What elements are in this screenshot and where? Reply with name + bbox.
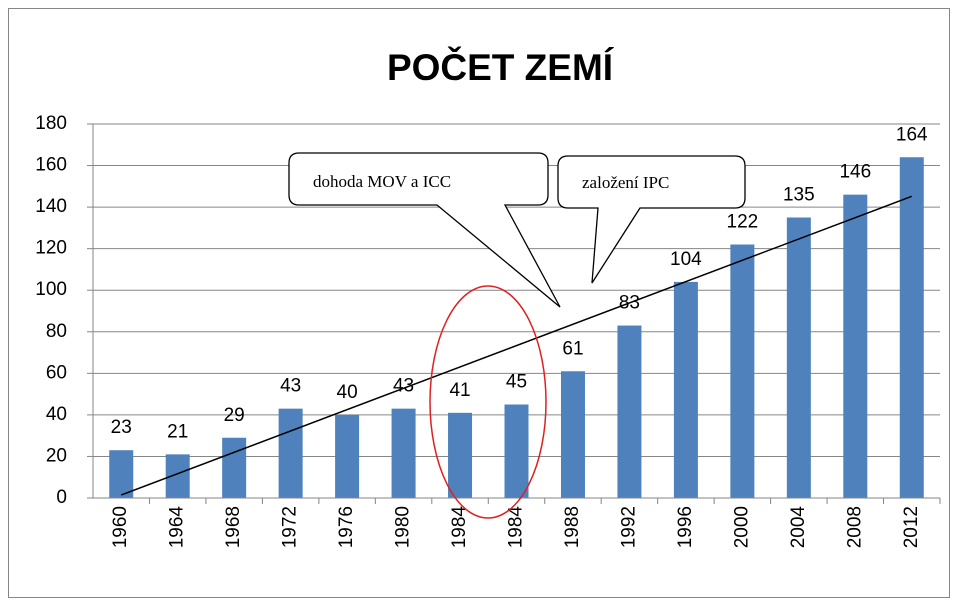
y-tick-label: 20 (46, 445, 67, 466)
data-label: 104 (670, 249, 702, 270)
bar (278, 408, 303, 498)
data-label: 29 (224, 405, 245, 426)
callout: založení IPC (557, 155, 746, 284)
x-tick-label: 1976 (336, 506, 357, 548)
data-label: 61 (562, 338, 583, 359)
chart-title: POČET ZEMÍ (387, 46, 615, 88)
y-tick-label: 100 (35, 279, 67, 300)
callout-shape (557, 155, 746, 284)
x-tick-label: 1968 (223, 506, 244, 548)
bar (109, 450, 134, 498)
data-label: 21 (167, 421, 188, 442)
x-tick-label: 1988 (562, 506, 583, 548)
y-tick-label: 120 (35, 238, 67, 259)
x-tick-label: 2000 (731, 506, 752, 548)
bar (786, 217, 811, 498)
data-label: 43 (280, 376, 301, 397)
callout-shape (288, 152, 561, 308)
data-label: 135 (783, 185, 815, 206)
plot-area: 0 20 40 60 80 100 120 140 160 180 23 1960 21 1964 29 19… (35, 113, 941, 549)
y-tick-label: 180 (35, 113, 67, 134)
bar (504, 404, 529, 498)
x-tick-label: 1984 (449, 506, 470, 549)
x-tick-label: 1964 (167, 506, 188, 549)
data-label: 43 (393, 376, 414, 397)
annotation: založení IPC (582, 173, 669, 192)
data-label: 146 (839, 162, 871, 183)
bar (673, 281, 698, 498)
x-tick-label: 2004 (788, 506, 809, 549)
data-label: 122 (727, 212, 759, 233)
data-label: 40 (337, 382, 358, 403)
y-tick-label: 0 (56, 487, 67, 508)
bar (899, 157, 924, 498)
callout: dohoda MOV a ICC (288, 152, 561, 308)
y-tick-label: 40 (46, 404, 67, 425)
data-label: 41 (449, 380, 470, 401)
data-label: 23 (111, 417, 132, 438)
bar (560, 371, 585, 498)
x-tick-label: 2008 (844, 506, 865, 548)
x-tick-label: 1992 (618, 506, 639, 548)
bar (391, 408, 416, 498)
x-tick-label: 2012 (901, 506, 922, 548)
x-tick-label: 1960 (110, 506, 131, 548)
highlight-ellipse (429, 285, 547, 519)
trend-line (120, 195, 913, 496)
annotation: dohoda MOV a ICC (313, 172, 451, 191)
x-tick-label: 1996 (675, 506, 696, 548)
data-label: 164 (896, 124, 928, 145)
bar (730, 244, 755, 498)
bar (448, 412, 473, 498)
y-tick-label: 60 (46, 362, 67, 383)
bar (843, 194, 868, 498)
data-label: 45 (506, 372, 527, 393)
x-tick-label: 1984 (506, 506, 527, 549)
y-tick-label: 80 (46, 321, 67, 342)
y-tick-label: 140 (35, 196, 67, 217)
y-tick-label: 160 (35, 155, 67, 176)
bar (335, 414, 360, 498)
bar (617, 325, 642, 498)
x-tick-label: 1972 (280, 506, 301, 548)
x-tick-label: 1980 (393, 506, 414, 548)
bar (222, 437, 247, 498)
